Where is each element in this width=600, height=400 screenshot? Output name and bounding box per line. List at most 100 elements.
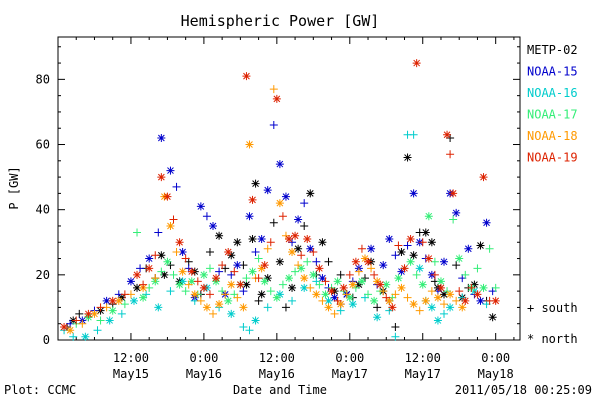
point-north xyxy=(84,309,93,318)
point-south xyxy=(440,300,449,309)
point-south xyxy=(266,238,275,247)
point-north xyxy=(145,254,154,263)
point-north xyxy=(464,244,473,253)
x-tick-time: 12:00 xyxy=(259,351,295,365)
point-north xyxy=(133,283,142,292)
point-north xyxy=(285,235,293,243)
point-north xyxy=(251,179,260,188)
point-north xyxy=(157,251,166,260)
point-north xyxy=(388,303,397,312)
point-south xyxy=(69,332,78,341)
point-north xyxy=(145,264,154,273)
point-north xyxy=(479,173,488,182)
point-south xyxy=(151,274,160,283)
legend-series-label: NOAA-17 xyxy=(527,108,578,122)
point-south xyxy=(184,280,193,289)
point-south xyxy=(233,293,242,302)
point-south xyxy=(367,264,376,273)
point-north xyxy=(318,238,327,247)
point-north xyxy=(309,270,318,279)
point-south xyxy=(403,241,412,250)
series-noaa-15 xyxy=(66,120,497,328)
point-south xyxy=(491,283,500,292)
point-north xyxy=(129,296,138,305)
point-north xyxy=(436,277,445,286)
point-north xyxy=(415,264,424,273)
point-south xyxy=(205,248,214,257)
point-north xyxy=(209,221,218,230)
point-north xyxy=(175,238,184,247)
point-south xyxy=(315,280,324,289)
point-north xyxy=(324,296,333,305)
point-north xyxy=(81,332,90,341)
point-north xyxy=(433,293,442,302)
point-north xyxy=(117,293,126,302)
point-south xyxy=(391,332,400,341)
point-north xyxy=(175,280,184,289)
point-south xyxy=(205,290,214,299)
point-north xyxy=(272,94,281,103)
point-south xyxy=(269,218,278,227)
point-north xyxy=(157,173,166,182)
point-north xyxy=(424,212,433,221)
point-north xyxy=(336,300,345,309)
point-north xyxy=(227,251,236,260)
point-south xyxy=(357,244,366,253)
point-north xyxy=(233,238,242,247)
point-south xyxy=(196,296,205,305)
point-south xyxy=(394,241,403,250)
point-north xyxy=(312,290,321,299)
point-south xyxy=(239,287,248,296)
point-north xyxy=(263,274,272,283)
x-tick-time: 0:00 xyxy=(335,351,364,365)
point-north xyxy=(370,296,379,305)
point-south xyxy=(120,290,129,299)
point-north xyxy=(436,283,445,292)
point-south xyxy=(446,150,455,159)
point-south xyxy=(139,280,148,289)
point-north xyxy=(227,309,236,318)
point-north xyxy=(212,274,221,283)
point-north xyxy=(327,287,336,296)
point-north xyxy=(291,231,300,240)
point-north xyxy=(351,257,360,266)
point-south xyxy=(96,316,105,325)
point-south xyxy=(157,267,166,276)
legend-series-label: NOAA-19 xyxy=(527,151,578,165)
point-south xyxy=(291,267,300,276)
point-north xyxy=(418,280,427,289)
point-north xyxy=(379,261,388,270)
point-south xyxy=(169,215,178,224)
point-south xyxy=(154,228,163,237)
point-north xyxy=(452,208,461,217)
legend-south-marker: + south xyxy=(527,301,578,315)
x-tick-date: May17 xyxy=(332,367,368,381)
point-south xyxy=(297,251,306,260)
legend-series-label: METP-02 xyxy=(527,43,578,57)
y-axis-label: P [GW] xyxy=(7,166,21,209)
point-north xyxy=(339,283,348,292)
point-north xyxy=(178,277,187,286)
point-south xyxy=(452,296,461,305)
point-north xyxy=(224,248,233,257)
point-south xyxy=(440,309,449,318)
point-north xyxy=(409,300,418,309)
point-south xyxy=(415,306,424,315)
point-south xyxy=(312,257,321,266)
x-tick-time: 0:00 xyxy=(189,351,218,365)
point-north xyxy=(427,303,436,312)
series-noaa-18 xyxy=(66,85,467,335)
point-north xyxy=(215,231,224,240)
point-south xyxy=(120,300,129,309)
point-south xyxy=(96,303,105,312)
point-north xyxy=(275,257,284,266)
point-north xyxy=(178,248,187,257)
point-north xyxy=(406,257,415,266)
point-north xyxy=(403,153,412,162)
point-north xyxy=(376,280,385,289)
point-south xyxy=(172,248,181,257)
point-south xyxy=(202,212,211,221)
point-north xyxy=(394,274,403,283)
point-north xyxy=(491,296,500,305)
